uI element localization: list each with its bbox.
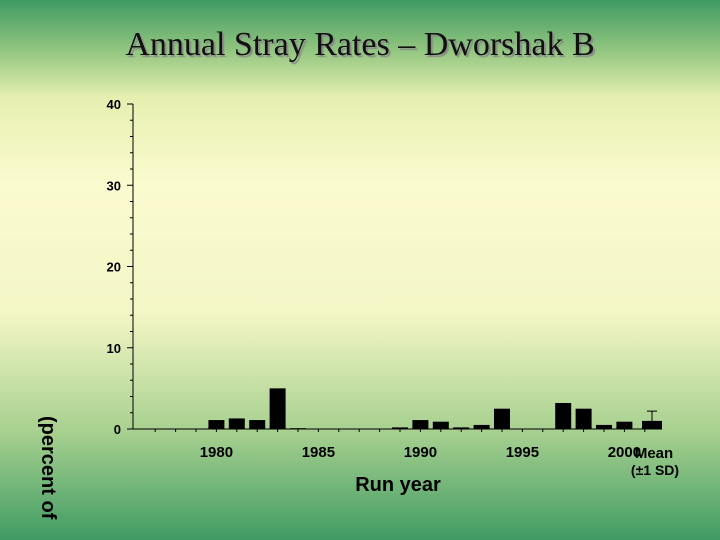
mean-label: Mean [635, 445, 673, 462]
y-tick-label: 10 [107, 341, 121, 356]
x-axis: 1980 1985 1990 1995 2000 [133, 428, 662, 461]
bar [432, 421, 449, 429]
bar [555, 403, 572, 429]
bar [453, 427, 470, 429]
x-tick-label: 1995 [506, 444, 539, 461]
bar [596, 424, 612, 429]
x-tick-label: 1980 [200, 444, 233, 461]
bar [412, 420, 429, 429]
y-axis: 0 10 20 30 40 [107, 97, 134, 437]
mean-sd-label: (±1 SD) [631, 462, 679, 478]
bar [473, 424, 490, 429]
chart-title: Annual Stray Rates – Dworshak B [125, 26, 595, 63]
x-tick-label: 1990 [404, 444, 437, 461]
bar [269, 388, 286, 429]
bar [575, 408, 592, 429]
y-tick-label: 20 [107, 260, 121, 275]
x-tick-label: 2000 [608, 444, 641, 461]
bar [228, 418, 245, 429]
x-axis-label: Run year [355, 474, 441, 496]
x-tick-label: 1985 [302, 444, 335, 461]
y-tick-label: 30 [107, 178, 121, 193]
bar [208, 420, 225, 429]
y-axis-label: (percent of [37, 416, 59, 520]
bars [208, 388, 633, 430]
y-tick-label: 0 [114, 422, 121, 437]
y-tick-label: 40 [107, 97, 121, 112]
mean-bar [642, 420, 662, 429]
bar [392, 427, 408, 429]
bar [290, 428, 306, 430]
bar [494, 408, 510, 429]
bar [616, 421, 633, 429]
bar [249, 420, 266, 429]
mean-bar-group [642, 410, 662, 429]
